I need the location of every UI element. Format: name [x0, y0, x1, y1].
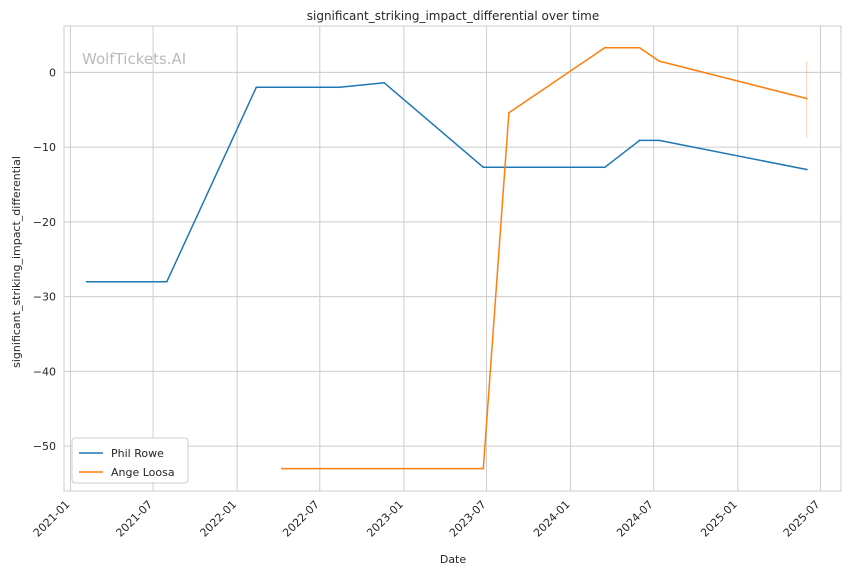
- x-tick-label: 2024-07: [614, 498, 656, 540]
- y-tick-label: 0: [49, 66, 56, 79]
- x-tick-label: 2023-07: [447, 498, 489, 540]
- data-point-ange-loosa: [508, 111, 510, 114]
- watermark: WolfTickets.AI: [82, 50, 186, 68]
- x-tick-label: 2024-01: [531, 498, 573, 540]
- x-tick-label: 2023-01: [364, 498, 406, 540]
- x-tick-label: 2025-01: [698, 498, 740, 540]
- data-point-phil-rowe: [603, 166, 606, 169]
- data-point-phil-rowe: [383, 81, 386, 84]
- x-tick-label: 2025-07: [781, 498, 823, 540]
- y-axis-label: significant_striking_impact_differential: [10, 156, 23, 368]
- chart-title: significant_striking_impact_differential…: [307, 9, 599, 23]
- legend: Phil Rowe Ange Loosa: [71, 437, 189, 484]
- data-point-phil-rowe: [658, 139, 661, 142]
- plot-area: [63, 25, 842, 492]
- y-tick-label: −50: [33, 440, 56, 453]
- x-tick-label: 2021-07: [113, 498, 155, 540]
- grid-lines: [64, 26, 841, 491]
- x-tick-label: 2021-01: [31, 498, 73, 540]
- x-axis-label: Date: [440, 553, 467, 566]
- series-layer: [85, 46, 808, 470]
- data-point-phil-rowe: [805, 168, 808, 171]
- x-tick-label: 2022-07: [280, 498, 322, 540]
- y-tick-label: −30: [33, 291, 56, 304]
- series-line-phil-rowe: [86, 82, 808, 283]
- x-tick-label: 2022-01: [198, 498, 240, 540]
- data-point-phil-rowe: [255, 86, 258, 89]
- data-point-phil-rowe: [165, 280, 168, 283]
- legend-label-ange-loosa: Ange Loosa: [111, 466, 175, 479]
- data-point-phil-rowe: [482, 166, 485, 169]
- y-tick-label: −20: [33, 216, 56, 229]
- data-point-phil-rowe: [85, 280, 88, 283]
- legend-label-phil-rowe: Phil Rowe: [111, 447, 164, 460]
- data-point-ange-loosa: [280, 467, 283, 470]
- y-tick-label: −10: [33, 141, 56, 154]
- data-point-phil-rowe: [338, 86, 341, 89]
- data-point-ange-loosa: [638, 46, 641, 49]
- y-tick-label: −40: [33, 365, 56, 378]
- data-point-ange-loosa: [658, 60, 661, 63]
- data-point-ange-loosa: [482, 467, 485, 470]
- data-point-ange-loosa: [805, 97, 808, 100]
- data-point-ange-loosa: [603, 46, 606, 49]
- data-point-phil-rowe: [638, 139, 641, 142]
